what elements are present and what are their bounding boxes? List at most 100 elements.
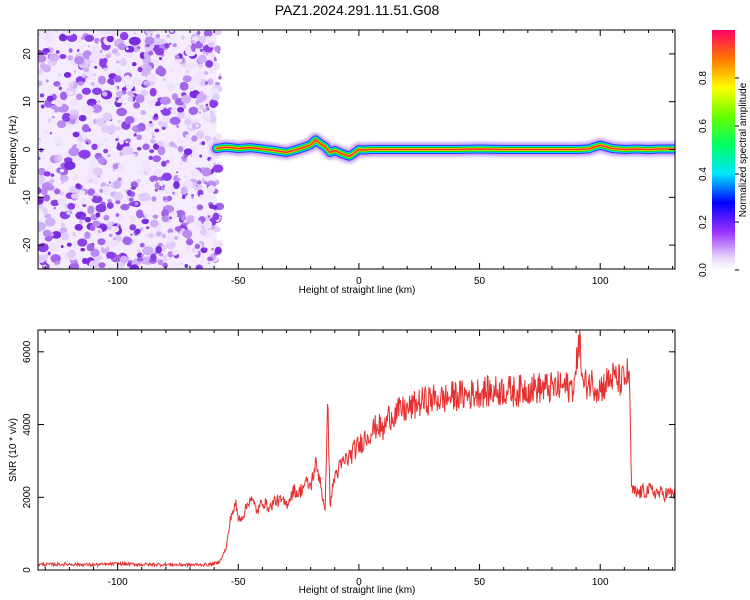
noise-blob xyxy=(38,139,42,145)
noise-blob xyxy=(201,141,205,146)
noise-blob xyxy=(205,35,212,42)
spectrogram-x-label: Height of straight line (km) xyxy=(299,285,416,296)
snr-y-tick-label: 6000 xyxy=(22,340,33,363)
noise-blob xyxy=(131,62,137,67)
noise-blob xyxy=(155,33,161,39)
noise-blob xyxy=(59,53,67,60)
noise-blob xyxy=(149,87,157,97)
noise-blob xyxy=(134,228,141,235)
noise-blob xyxy=(153,180,156,184)
noise-blob xyxy=(40,104,45,109)
noise-blob xyxy=(47,118,52,123)
noise-blob xyxy=(80,214,86,221)
snr-x-tick-label: -100 xyxy=(108,577,128,588)
spectrogram-x-ticks: -100 -50 0 50 100 xyxy=(44,30,674,287)
noise-blob xyxy=(143,80,150,86)
spectrogram-y-tick-label: -20 xyxy=(22,237,33,252)
noise-blob xyxy=(181,63,187,68)
noise-blob xyxy=(61,112,72,122)
noise-blob xyxy=(78,114,87,122)
noise-blob xyxy=(47,251,51,256)
noise-blob xyxy=(84,75,88,79)
colorbar-ticks: 0.0 0.2 0.4 0.6 0.8 xyxy=(698,71,739,277)
noise-blob xyxy=(157,259,164,266)
noise-blob xyxy=(113,75,122,83)
noise-blob xyxy=(69,114,75,120)
noise-blob xyxy=(68,81,74,88)
noise-blob xyxy=(159,38,166,45)
noise-blob xyxy=(150,139,156,144)
noise-blob xyxy=(176,107,185,113)
noise-blob xyxy=(67,202,76,210)
noise-blob xyxy=(168,107,172,111)
noise-blob xyxy=(218,210,223,215)
noise-blob xyxy=(214,240,224,248)
noise-blob xyxy=(209,110,215,116)
noise-blob xyxy=(198,111,202,114)
noise-blob xyxy=(133,101,140,109)
noise-blob xyxy=(107,153,111,158)
noise-blob xyxy=(179,81,189,91)
noise-blob xyxy=(56,120,67,129)
noise-blob xyxy=(161,108,172,116)
noise-blob xyxy=(55,50,60,54)
noise-blob xyxy=(94,65,98,69)
noise-blob xyxy=(166,159,170,164)
noise-blob xyxy=(138,169,142,173)
noise-blob xyxy=(116,223,120,227)
noise-blob xyxy=(192,151,199,158)
snr-panel: -100 -50 0 50 100 0 2000 4000 6000 Height of st… xyxy=(8,329,676,596)
noise-blob xyxy=(115,126,121,131)
colorbar-label: Normalized spectral amplitude xyxy=(738,82,749,217)
noise-blob xyxy=(205,103,209,107)
noise-blob xyxy=(182,229,193,239)
signal-trace-band xyxy=(215,139,675,157)
noise-blob xyxy=(174,226,182,232)
noise-blob xyxy=(93,73,96,77)
noise-blob xyxy=(174,235,179,241)
noise-blob xyxy=(68,48,73,53)
noise-blob xyxy=(166,34,170,38)
noise-blob xyxy=(82,257,88,265)
noise-blob xyxy=(39,93,45,98)
noise-blob xyxy=(97,156,106,165)
noise-blob xyxy=(123,103,127,106)
noise-blob xyxy=(54,30,59,33)
snr-y-tick-label: 4000 xyxy=(22,413,33,436)
noise-blob xyxy=(169,42,172,45)
noise-blob xyxy=(67,121,71,125)
noise-blob xyxy=(137,249,141,253)
noise-blob xyxy=(195,264,204,269)
noise-blob xyxy=(170,157,174,161)
noise-blob xyxy=(119,31,129,41)
noise-blob xyxy=(43,194,51,202)
spectrogram-signal-trace xyxy=(208,131,675,165)
noise-blob xyxy=(120,146,134,156)
noise-blob xyxy=(54,109,59,113)
noise-blob xyxy=(213,226,221,233)
noise-blob xyxy=(119,139,124,145)
noise-blob xyxy=(162,233,166,239)
snr-y-tick-label: 2000 xyxy=(22,486,33,509)
noise-blob xyxy=(39,148,44,153)
noise-blob xyxy=(78,232,82,235)
noise-blob xyxy=(211,100,219,108)
noise-blob xyxy=(166,195,173,202)
noise-blob xyxy=(135,153,138,156)
noise-blob xyxy=(115,199,121,205)
noise-blob xyxy=(163,141,170,148)
noise-blob xyxy=(152,36,162,45)
noise-blob xyxy=(59,169,65,173)
noise-blob xyxy=(38,80,43,87)
noise-blob xyxy=(84,216,92,223)
noise-blob xyxy=(69,60,76,66)
noise-blob xyxy=(92,193,96,196)
colorbar-tick-label: 0.6 xyxy=(698,119,709,133)
noise-blob xyxy=(57,197,67,206)
noise-blob xyxy=(76,117,80,121)
colorbar-gradient xyxy=(712,30,735,270)
noise-blob xyxy=(84,34,95,42)
colorbar-tick-label: 0.2 xyxy=(698,215,709,229)
noise-blob xyxy=(191,60,199,68)
